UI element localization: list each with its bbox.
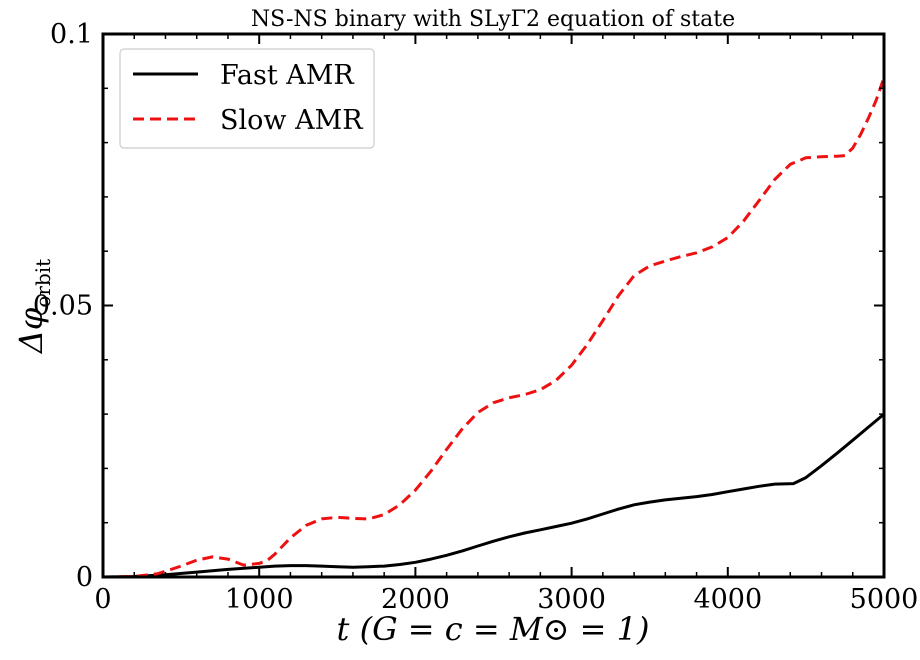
y-tick-labels: 0 0.05 0.1 — [33, 19, 93, 593]
y-axis-label: Δφorbit — [12, 259, 55, 355]
series-layer — [102, 76, 886, 579]
y-tick-label: 0.1 — [50, 19, 93, 50]
x-tick-label: 0 — [94, 584, 111, 615]
x-tick-labels: 0 1000 2000 3000 4000 5000 — [94, 584, 918, 615]
plot-frame — [101, 32, 886, 579]
x-tick-label: 5000 — [850, 584, 919, 615]
y-tick-label: 0.05 — [33, 291, 93, 322]
x-axis-label: t (G = c = M⊙ = 1) — [337, 610, 650, 648]
x-tick-label: 1000 — [225, 584, 294, 615]
y-axis-label-main: Δφ — [12, 307, 50, 355]
x-tick-label: 3000 — [537, 584, 606, 615]
series-line-slow-amr — [102, 76, 886, 579]
x-tick-label: 4000 — [693, 584, 762, 615]
y-axis-label-subscript: orbit — [31, 259, 55, 308]
chart-title: NS-NS binary with SLyΓ2 equation of stat… — [251, 7, 735, 32]
legend-label-fast-amr: Fast AMR — [220, 60, 354, 91]
y-tick-label: 0 — [76, 562, 93, 593]
legend: Fast AMR Slow AMR — [119, 48, 375, 149]
series-line-fast-amr — [102, 412, 885, 579]
legend-label-slow-amr: Slow AMR — [220, 105, 363, 136]
x-tick-label: 2000 — [381, 584, 450, 615]
